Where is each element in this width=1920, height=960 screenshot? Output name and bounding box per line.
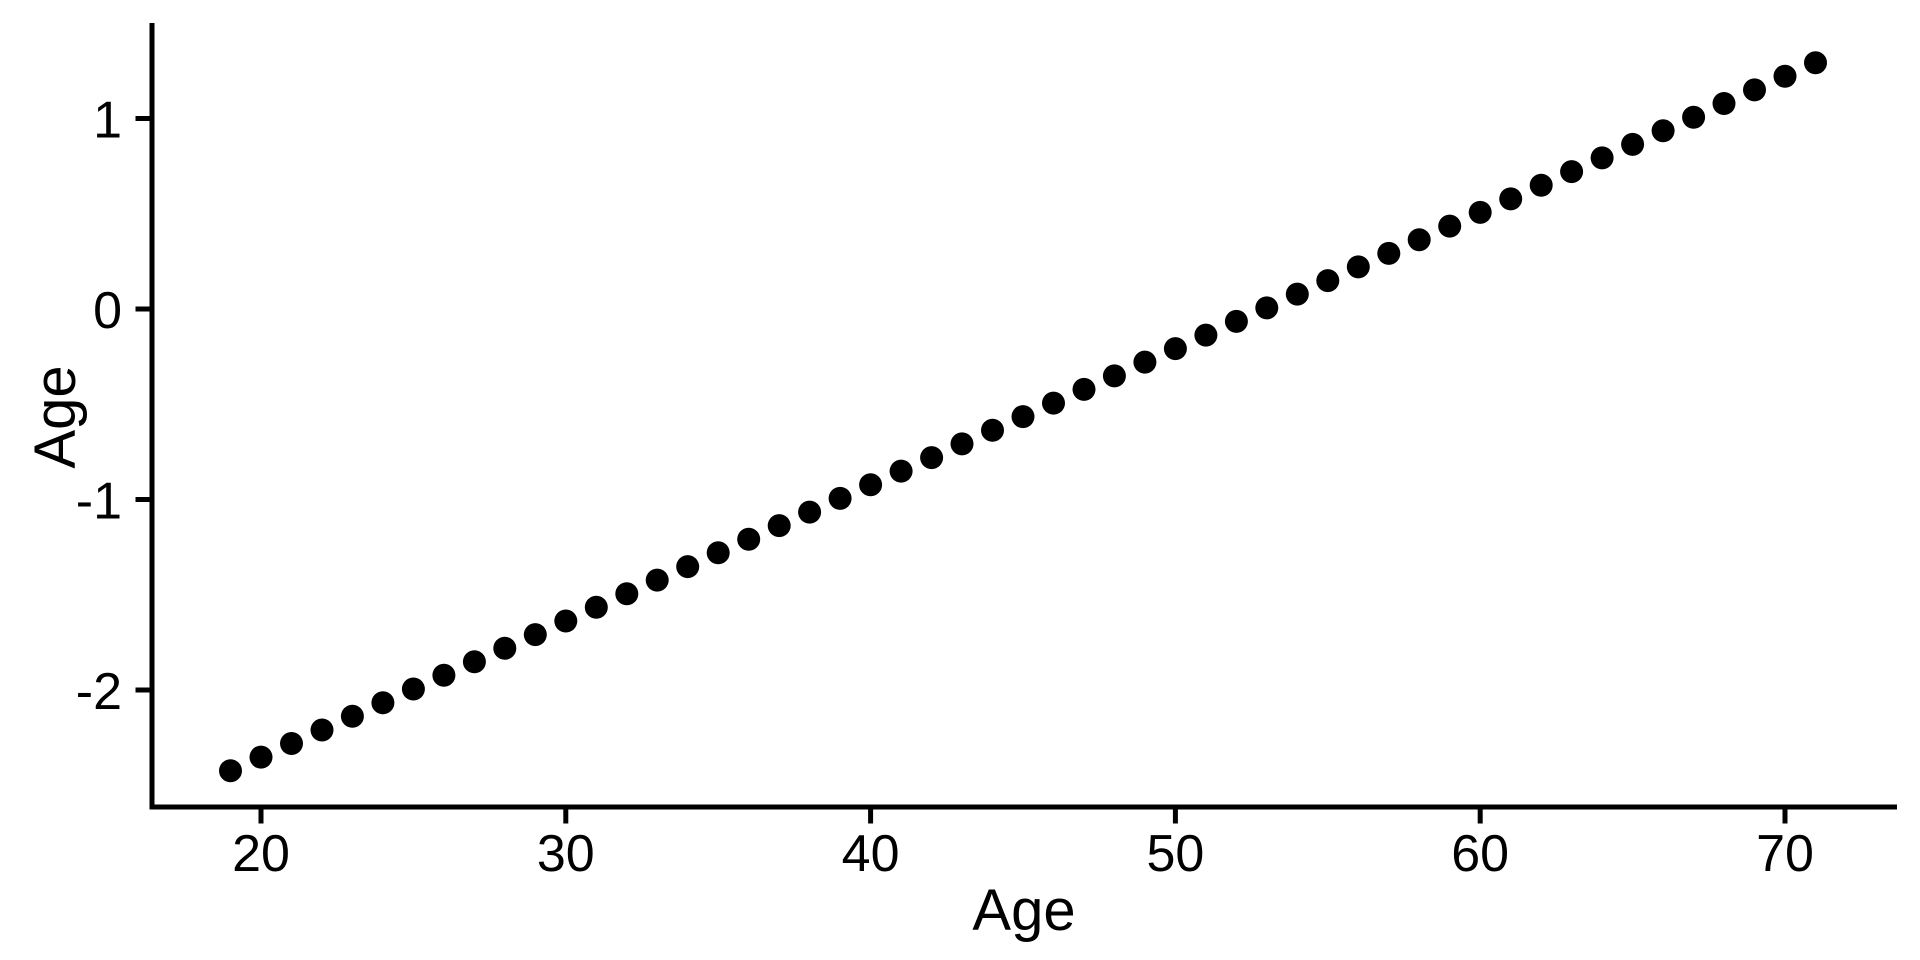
data-point xyxy=(1560,160,1584,184)
data-point xyxy=(219,759,242,783)
data-point xyxy=(1804,51,1827,75)
y-axis-title: Age xyxy=(23,365,88,468)
data-point xyxy=(554,609,578,633)
data-point xyxy=(401,677,425,701)
data-point xyxy=(798,500,822,524)
data-point xyxy=(371,691,395,715)
data-point xyxy=(310,718,334,742)
y-tick-label: -2 xyxy=(76,663,122,721)
x-tick-label: 50 xyxy=(1146,825,1204,883)
data-point xyxy=(920,446,944,470)
x-tick-label: 40 xyxy=(842,825,900,883)
data-point xyxy=(432,663,456,687)
data-point xyxy=(1468,200,1492,224)
data-point xyxy=(1072,377,1096,401)
x-axis-title: Age xyxy=(972,878,1075,943)
x-tick-label: 60 xyxy=(1451,825,1509,883)
data-point xyxy=(1255,296,1279,320)
data-point xyxy=(1346,255,1370,279)
y-tick-label: 0 xyxy=(93,282,122,340)
data-point xyxy=(1712,92,1736,115)
data-point xyxy=(1377,241,1401,265)
data-point xyxy=(1438,214,1462,238)
data-point xyxy=(1651,119,1675,143)
data-point xyxy=(767,514,791,538)
data-point xyxy=(615,582,639,606)
data-point xyxy=(950,432,974,456)
points-layer xyxy=(219,51,1827,783)
x-tick-label: 20 xyxy=(232,825,290,883)
y-tick-label: -1 xyxy=(76,473,122,531)
data-point xyxy=(981,418,1004,442)
data-point xyxy=(493,636,517,660)
data-point xyxy=(676,555,700,579)
x-tick-label: 70 xyxy=(1756,825,1814,883)
data-point xyxy=(340,704,364,728)
x-tick-label: 30 xyxy=(537,825,595,883)
data-point xyxy=(1194,323,1218,347)
data-point xyxy=(1011,405,1035,429)
data-point xyxy=(859,473,883,497)
data-point xyxy=(889,459,913,483)
data-point xyxy=(249,745,273,769)
data-point xyxy=(1224,309,1248,333)
data-point xyxy=(1102,364,1126,388)
data-point xyxy=(1316,269,1340,293)
data-point xyxy=(706,541,730,565)
data-point xyxy=(1590,146,1614,170)
y-tick-label: 1 xyxy=(93,92,122,150)
data-point xyxy=(1163,337,1187,361)
data-point xyxy=(645,568,669,592)
data-point xyxy=(1743,78,1766,102)
data-point xyxy=(1529,173,1553,197)
data-point xyxy=(462,650,486,674)
axes-layer: 1 0 -1 -2 20 30 40 50 60 70 xyxy=(76,23,1897,883)
data-point xyxy=(1133,350,1157,374)
data-point xyxy=(1773,64,1797,88)
data-point xyxy=(280,732,303,755)
data-point xyxy=(1407,228,1431,252)
data-point xyxy=(1042,391,1065,415)
data-point xyxy=(737,527,761,551)
data-point xyxy=(523,623,547,647)
data-point xyxy=(1621,132,1645,156)
data-point xyxy=(1499,187,1523,211)
data-point xyxy=(1682,105,1706,129)
data-point xyxy=(584,595,608,619)
data-point xyxy=(828,486,852,510)
data-point xyxy=(1285,282,1309,306)
